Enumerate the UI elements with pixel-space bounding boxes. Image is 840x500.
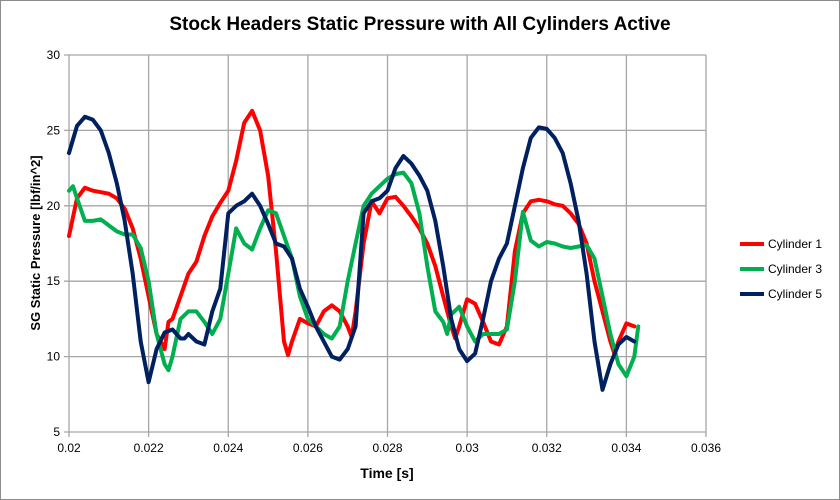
gridlines — [64, 54, 707, 437]
series-lines — [67, 108, 641, 392]
y-tick-label: 5 — [53, 425, 60, 439]
x-axis-label: Time [s] — [360, 465, 413, 481]
x-tick-label: 0.032 — [532, 441, 562, 455]
x-tick-label: 0.022 — [134, 441, 164, 455]
legend-item: Cylinder 5 — [740, 287, 822, 301]
series-line-cylinder-5 — [67, 114, 637, 392]
y-tick-label: 15 — [47, 274, 61, 288]
chart-title: Stock Headers Static Pressure with All C… — [169, 14, 670, 35]
x-tick-label: 0.036 — [691, 441, 721, 455]
x-tick-label: 0.026 — [293, 441, 323, 455]
y-tick-label: 10 — [47, 350, 61, 364]
series-line-cylinder-1 — [67, 108, 637, 358]
x-tick-label: 0.028 — [372, 441, 402, 455]
legend-item: Cylinder 1 — [740, 237, 822, 251]
x-tick-label: 0.02 — [57, 441, 81, 455]
y-tick-label: 30 — [47, 48, 61, 62]
x-tick-label: 0.024 — [213, 441, 243, 455]
legend-label: Cylinder 5 — [768, 287, 822, 301]
legend-label: Cylinder 1 — [768, 237, 822, 251]
y-axis-label: SG Static Pressure [lbf/in^2] — [28, 155, 43, 330]
tick-labels: 0.02 0.022 0.024 0.026 0.028 0.03 0.032 0.034 0.… — [47, 48, 722, 455]
x-tick-label: 0.03 — [455, 441, 479, 455]
legend-item: Cylinder 3 — [740, 262, 822, 276]
legend: Cylinder 1 Cylinder 3 Cylinder 5 — [740, 237, 822, 301]
series-line-cylinder-3 — [67, 170, 641, 379]
legend-label: Cylinder 3 — [768, 262, 822, 276]
x-tick-label: 0.034 — [611, 441, 641, 455]
y-tick-label: 20 — [47, 199, 61, 213]
y-tick-label: 25 — [47, 123, 61, 137]
